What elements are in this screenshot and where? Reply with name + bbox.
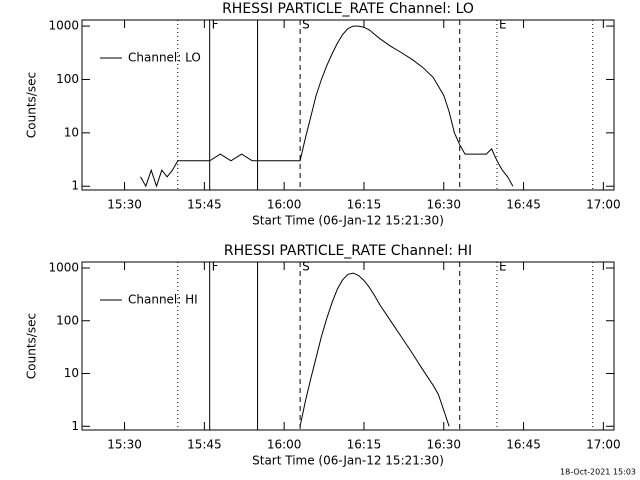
- legend-label: Channel: HI: [128, 293, 198, 307]
- x-tick-label: 16:45: [506, 198, 541, 212]
- y-tick-label: 10: [64, 125, 79, 139]
- time-marker-label: S: [302, 18, 310, 32]
- y-tick-label: 100: [56, 313, 79, 327]
- y-tick-label: 1: [71, 419, 79, 433]
- footer: 18-Oct-2021 15:03: [560, 468, 636, 477]
- x-tick-label: 16:30: [426, 198, 461, 212]
- plot-frame: [81, 261, 615, 431]
- time-marker-label: F: [212, 260, 219, 274]
- chart-title: RHESSI PARTICLE_RATE Channel: LO: [222, 1, 474, 17]
- data-line: [299, 272, 450, 427]
- x-tick-label: 15:45: [187, 198, 222, 212]
- x-tick-label: 15:30: [107, 438, 142, 452]
- x-tick-label: 15:30: [107, 198, 142, 212]
- x-tick-label: 16:15: [347, 198, 382, 212]
- x-tick-label: 16:15: [347, 438, 382, 452]
- x-tick-label: 16:45: [506, 438, 541, 452]
- x-axis-label: Start Time (06-Jan-12 15:21:30): [252, 454, 444, 468]
- y-tick-label: 10: [64, 366, 79, 380]
- time-marker-label: E: [499, 260, 507, 274]
- chart-title: RHESSI PARTICLE_RATE Channel: HI: [224, 243, 472, 259]
- y-tick-label: 1000: [48, 19, 79, 33]
- x-tick-label: 17:00: [586, 198, 621, 212]
- y-tick-label: 1: [71, 179, 79, 193]
- y-axis-label: Counts/sec: [25, 72, 39, 138]
- x-axis-label: Start Time (06-Jan-12 15:21:30): [252, 214, 444, 228]
- x-tick-label: 16:30: [426, 438, 461, 452]
- x-tick-label: 16:00: [267, 438, 302, 452]
- y-axis-label: Counts/sec: [25, 313, 39, 379]
- y-tick-label: 1000: [48, 261, 79, 275]
- time-marker-label: S: [302, 260, 310, 274]
- data-line: [140, 25, 514, 188]
- plot-frame: [81, 19, 615, 191]
- time-marker-label: F: [212, 18, 219, 32]
- legend-label: Channel: LO: [128, 51, 201, 65]
- x-tick-label: 17:00: [586, 438, 621, 452]
- time-marker-label: E: [499, 18, 507, 32]
- y-tick-label: 100: [56, 72, 79, 86]
- x-tick-label: 15:45: [187, 438, 222, 452]
- x-tick-label: 16:00: [267, 198, 302, 212]
